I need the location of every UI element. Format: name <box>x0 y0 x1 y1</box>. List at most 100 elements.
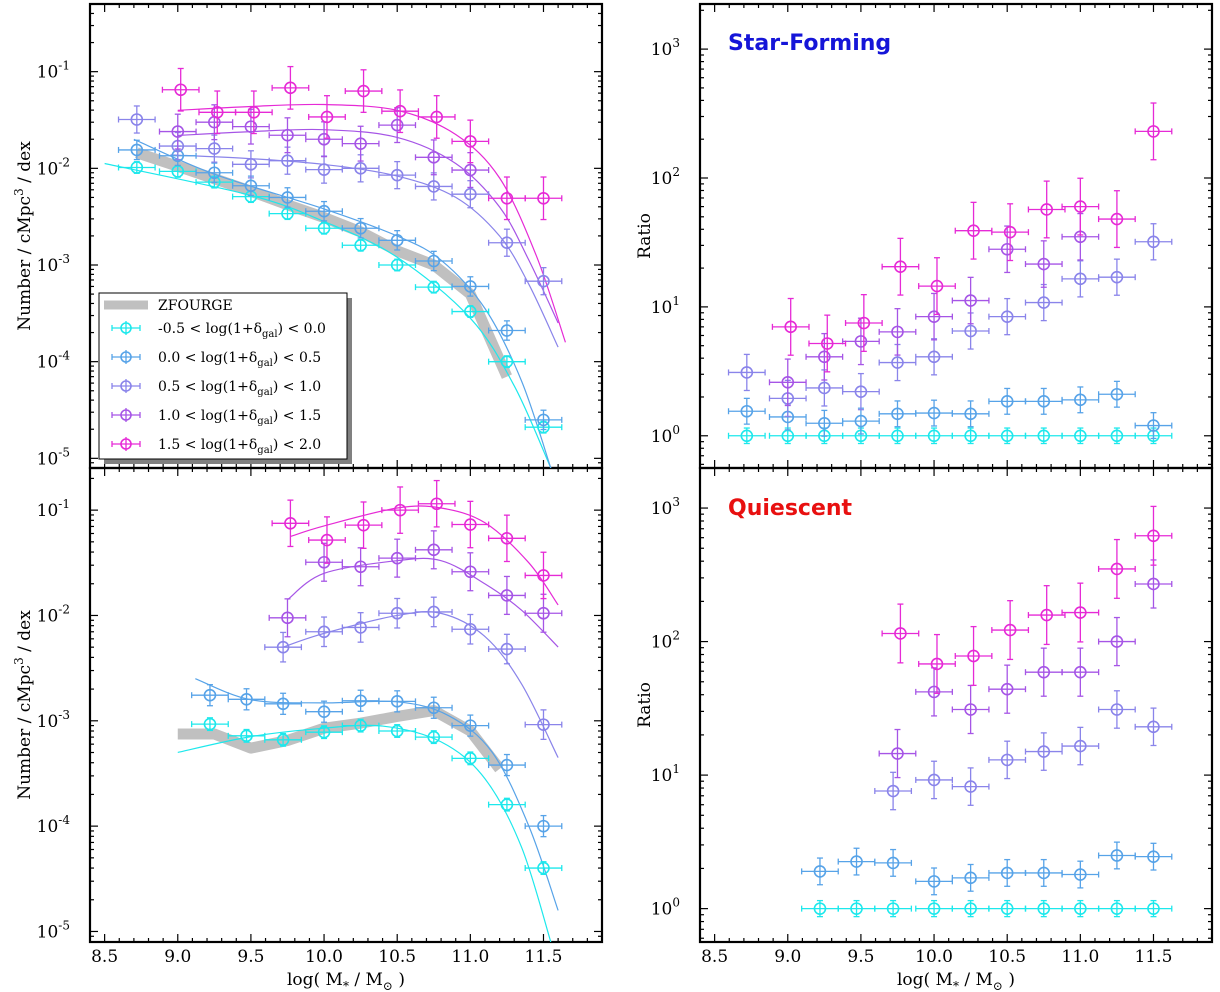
data-point-bin-2 <box>1061 386 1100 414</box>
plot-area-q_ratio <box>801 505 1173 918</box>
data-point-bin-5 <box>381 89 420 134</box>
data-point-bin-4 <box>878 728 917 779</box>
y-tick-label: 101 <box>651 294 680 318</box>
data-point-bin-5 <box>808 314 847 373</box>
legend-box <box>98 292 348 460</box>
data-point-bin-5 <box>1027 585 1066 646</box>
data-point-bin-5 <box>524 176 563 221</box>
data-point-bin-3 <box>1134 223 1173 261</box>
data-point-bin-2 <box>341 689 380 712</box>
data-point-bin-2 <box>195 162 234 184</box>
data-point-bin-3 <box>1024 732 1063 771</box>
x-tick-label: 8.5 <box>701 947 728 967</box>
data-point-bin-4 <box>341 125 380 162</box>
data-point-bin-1 <box>264 732 303 747</box>
plot-area-sf_number <box>104 65 566 468</box>
data-point-bin-1 <box>874 899 913 918</box>
data-point-bin-2 <box>1024 858 1063 887</box>
data-point-bin-5 <box>771 297 810 356</box>
data-point-bin-2 <box>837 847 876 876</box>
data-point-bin-2 <box>951 863 990 892</box>
data-point-bin-5 <box>308 516 346 564</box>
legend-entry-bin-5: 1.5 < log(1+δgal) < 2.0 <box>111 437 321 456</box>
data-point-bin-2 <box>841 407 880 435</box>
data-point-bin-4 <box>305 542 343 582</box>
y-tick-label: 10-4 <box>37 349 71 373</box>
data-point-bin-3 <box>1134 707 1173 747</box>
tick-layer: 10-5 10-4 10-3 10-2 10-1 100 101 102 103 8.5 9.0 9.… <box>37 3 1213 967</box>
data-point-bin-2 <box>487 320 526 341</box>
data-point-bin-2 <box>451 276 490 297</box>
data-point-bin-5 <box>344 501 383 549</box>
data-point-bin-3 <box>414 172 453 201</box>
data-point-bin-5 <box>271 65 310 110</box>
y-tick-label: 10-4 <box>37 813 71 837</box>
x-tick-label: 11.0 <box>1061 947 1099 967</box>
x-tick-label: 9.0 <box>774 947 801 967</box>
data-point-bin-4 <box>487 575 526 616</box>
plot-layer <box>104 65 1173 942</box>
data-point-bin-1 <box>988 899 1027 918</box>
data-point-bin-4 <box>1061 647 1100 697</box>
xlabel-left: log( M* / M⊙ ) <box>287 970 405 992</box>
y-tick-label: 10-1 <box>37 59 70 83</box>
data-point-bin-5 <box>991 203 1030 262</box>
data-point-bin-2 <box>801 857 839 886</box>
data-point-bin-5 <box>881 603 920 664</box>
data-point-bin-1 <box>487 355 526 369</box>
data-point-bin-1 <box>878 427 917 445</box>
data-point-bin-4 <box>988 225 1027 274</box>
data-point-bin-1 <box>191 717 229 732</box>
x-tick-label: 9.5 <box>237 947 264 967</box>
data-point-bin-4 <box>158 113 197 150</box>
data-point-bin-5 <box>954 201 993 260</box>
data-point-bin-4 <box>268 117 307 154</box>
legend-entries: -0.5 < log(1+δgal) < 0.0 0.0 < log(1+δgal… <box>111 321 326 456</box>
data-point-bin-3 <box>378 597 417 629</box>
panel-q-ratio-frame <box>698 466 1214 944</box>
data-point-bin-2 <box>378 690 417 713</box>
data-point-bin-5 <box>991 600 1030 661</box>
legend-entry-bin-3: 0.5 < log(1+δgal) < 1.0 <box>111 379 321 398</box>
fit-line-bin-5 <box>290 505 559 606</box>
data-point-bin-5 <box>1027 180 1066 239</box>
data-point-bin-2 <box>305 200 343 222</box>
y-tick-label: 10-3 <box>37 708 70 732</box>
data-point-bin-2 <box>524 409 563 431</box>
data-point-bin-5 <box>844 293 883 352</box>
data-point-bin-4 <box>268 598 307 638</box>
legend-label-bin-1: -0.5 < log(1+δgal) < 0.0 <box>158 321 326 340</box>
data-point-bin-4 <box>341 547 380 587</box>
data-point-bin-4 <box>841 317 880 366</box>
y-tick-label: 102 <box>651 629 680 653</box>
data-point-bin-5 <box>1134 505 1173 566</box>
x-tick-label: 10.5 <box>378 947 416 967</box>
zfourge-band <box>177 705 504 773</box>
data-point-bin-5 <box>381 486 420 534</box>
data-point-bin-4 <box>414 139 453 176</box>
ylabel-sf-ratio: Ratio <box>635 213 655 259</box>
data-point-bin-3 <box>451 613 490 645</box>
x-tick-label: 11.5 <box>1135 947 1173 967</box>
panel-title-starforming: Star-Forming <box>728 31 891 56</box>
data-point-bin-2 <box>414 696 453 719</box>
data-point-bin-3 <box>341 154 380 183</box>
y-tick-label: 101 <box>651 762 680 786</box>
legend-entry-bin-1: -0.5 < log(1+δgal) < 0.0 <box>111 321 326 340</box>
data-point-bin-4 <box>915 667 953 717</box>
data-point-bin-1 <box>915 427 953 445</box>
data-point-bin-2 <box>451 714 490 737</box>
data-point-bin-1 <box>451 751 490 766</box>
data-point-bin-4 <box>378 107 417 144</box>
legend-label-bin-4: 1.0 < log(1+δgal) < 1.5 <box>158 408 321 427</box>
data-point-bin-1 <box>837 899 876 918</box>
data-point-bin-1 <box>1097 899 1136 918</box>
x-tick-label: 9.0 <box>164 947 191 967</box>
data-point-bin-5 <box>417 95 456 139</box>
legend-label-bin-3: 0.5 < log(1+δgal) < 1.0 <box>158 379 321 398</box>
data-point-bin-2 <box>915 399 953 427</box>
data-point-bin-2 <box>988 387 1027 415</box>
data-point-bin-3 <box>988 740 1027 780</box>
data-point-bin-4 <box>1134 559 1173 609</box>
